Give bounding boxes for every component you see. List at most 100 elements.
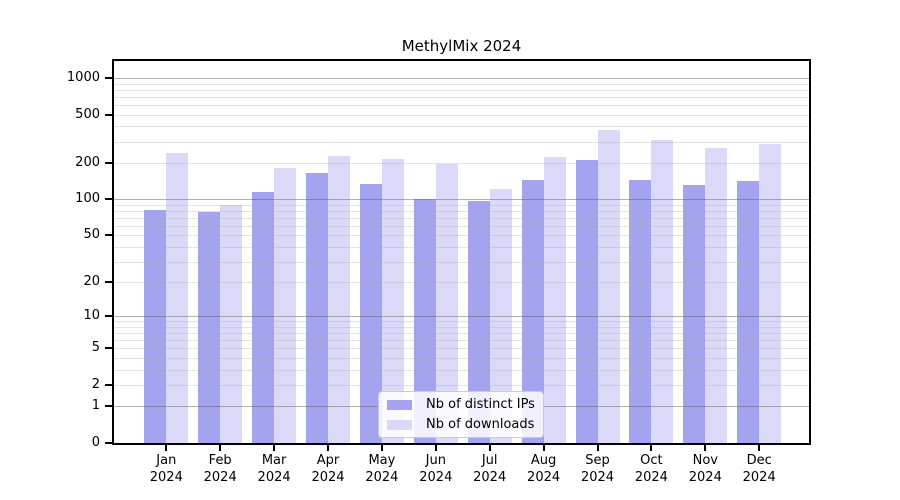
bar-downloads-jan: [166, 152, 189, 443]
gridline-600: [114, 104, 809, 106]
x-tick-jan: [165, 445, 168, 451]
legend-item-distinct-ips: Nb of distinct IPs: [379, 397, 543, 412]
y-tick-0: [105, 442, 113, 444]
bar-distinct-ips-mar: [252, 192, 275, 443]
gridline-4: [114, 358, 809, 359]
legend-swatch-distinct-ips-icon: [387, 399, 412, 410]
x-tick-label-jan: Jan 2024: [149, 453, 183, 485]
x-tick-apr: [327, 445, 329, 451]
gridline-500: [114, 114, 809, 116]
gridline-20: [114, 282, 809, 284]
y-tick-10: [105, 315, 113, 318]
bar-distinct-ips-may: [359, 183, 382, 443]
gridline-9: [114, 321, 809, 323]
gridline-60: [114, 225, 809, 227]
gridline-300: [114, 141, 809, 143]
x-tick-label-oct: Oct 2024: [634, 453, 668, 485]
y-tick-label-0: 0: [91, 435, 100, 450]
bar-distinct-ips-aug: [521, 179, 544, 443]
x-tick-nov: [704, 445, 707, 451]
gridline-70: [114, 217, 809, 219]
x-tick-oct: [650, 445, 653, 451]
y-tick-label-2: 2: [91, 377, 100, 392]
bar-downloads-apr: [328, 155, 350, 443]
gridline-100: [114, 199, 809, 201]
y-tick-1000: [105, 77, 113, 79]
y-tick-5: [105, 347, 113, 350]
gridline-50: [114, 235, 809, 237]
y-tick-label-20: 20: [83, 274, 100, 290]
x-tick-mar: [273, 445, 276, 451]
gridline-700: [114, 96, 809, 98]
bar-downloads-feb: [220, 204, 243, 443]
gridline-400: [114, 126, 809, 128]
gridline-80: [114, 210, 809, 212]
gridline-6: [114, 340, 809, 342]
bar-downloads-may: [381, 158, 404, 443]
bar-downloads-jun: [435, 163, 458, 443]
y-tick-label-100: 100: [75, 191, 100, 207]
bar-distinct-ips-dec: [737, 181, 760, 443]
y-tick-label-500: 500: [75, 106, 100, 122]
bar-downloads-nov: [705, 147, 728, 443]
bar-distinct-ips-jul: [467, 200, 490, 443]
y-tick-20: [105, 281, 113, 284]
y-tick-label-10: 10: [83, 308, 100, 324]
bar-distinct-ips-nov: [683, 185, 706, 443]
bar-downloads-dec: [759, 143, 782, 443]
x-tick-label-jun: Jun 2024: [419, 453, 453, 485]
bar-distinct-ips-jun: [413, 199, 436, 443]
x-tick-label-feb: Feb 2024: [203, 453, 237, 485]
legend-item-downloads: Nb of downloads: [379, 417, 543, 432]
gridline-2: [114, 385, 809, 386]
gridline-40: [114, 246, 809, 248]
x-tick-label-dec: Dec 2024: [742, 453, 776, 485]
bar-downloads-aug: [543, 156, 566, 443]
x-tick-dec: [758, 445, 761, 451]
legend: Nb of distinct IPs Nb of downloads: [378, 391, 544, 438]
x-tick-aug: [542, 445, 545, 451]
x-tick-label-may: May 2024: [365, 453, 399, 485]
x-tick-feb: [219, 445, 222, 451]
y-tick-50: [105, 234, 113, 237]
gridline-900: [114, 83, 809, 85]
x-tick-jul: [488, 445, 491, 451]
x-tick-label-aug: Aug 2024: [527, 453, 561, 485]
legend-label-distinct-ips: Nb of distinct IPs: [426, 397, 535, 412]
plot-inner: [114, 61, 809, 443]
y-tick-label-50: 50: [83, 227, 100, 243]
bar-distinct-ips-feb: [198, 212, 221, 443]
gridline-8: [114, 326, 809, 328]
x-tick-sep: [596, 445, 599, 451]
y-tick-1: [105, 405, 113, 408]
gridline-30: [114, 261, 809, 263]
x-tick-may: [380, 445, 383, 451]
bar-distinct-ips-apr: [306, 172, 328, 443]
gridline-10: [114, 316, 809, 318]
gridline-1000: [114, 78, 809, 79]
gridline-3: [114, 369, 809, 371]
y-tick-200: [105, 161, 113, 164]
x-tick-label-jul: Jul 2024: [473, 453, 507, 485]
x-tick-label-apr: Apr 2024: [311, 453, 345, 485]
y-tick-label-200: 200: [75, 154, 100, 170]
y-tick-500: [105, 113, 113, 116]
bar-downloads-sep: [597, 130, 620, 443]
x-tick-jun: [434, 445, 437, 451]
y-tick-label-1: 1: [91, 398, 100, 414]
gridline-90: [114, 204, 809, 206]
gridline-800: [114, 89, 809, 91]
x-tick-label-sep: Sep 2024: [580, 453, 615, 485]
plot-area: Nb of distinct IPs Nb of downloads: [112, 59, 811, 445]
legend-label-downloads: Nb of downloads: [426, 417, 535, 432]
gridline-7: [114, 333, 809, 335]
y-tick-label-5: 5: [91, 340, 100, 356]
bar-distinct-ips-oct: [629, 179, 652, 443]
x-tick-label-nov: Nov 2024: [688, 453, 722, 485]
bar-downloads-mar: [274, 167, 297, 443]
gridline-200: [114, 162, 809, 164]
y-tick-label-1000: 1000: [66, 70, 100, 85]
x-tick-label-mar: Mar 2024: [257, 453, 291, 485]
chart-title: MethylMix 2024: [401, 37, 522, 55]
